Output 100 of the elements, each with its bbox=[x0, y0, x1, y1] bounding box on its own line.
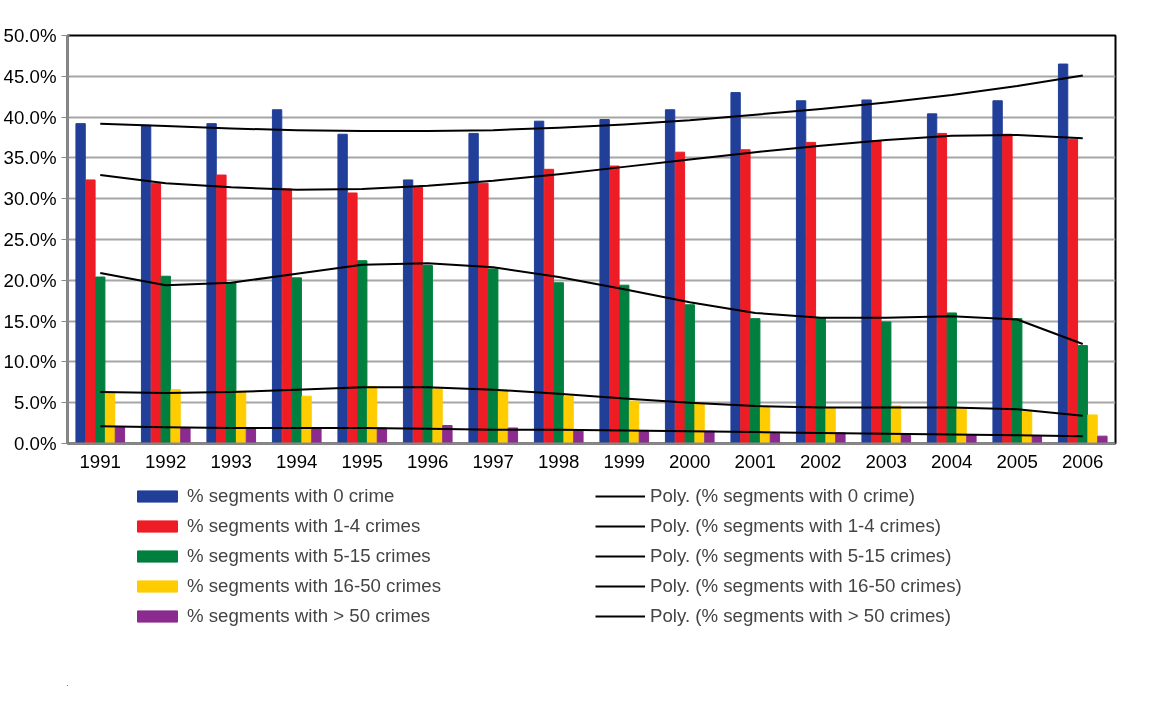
bar bbox=[740, 149, 751, 444]
y-tick-label: 15.0% bbox=[3, 310, 57, 332]
bar bbox=[926, 113, 938, 444]
x-tick-label: 1999 bbox=[603, 450, 646, 472]
x-tick-label: 1997 bbox=[472, 450, 515, 472]
bar bbox=[291, 277, 302, 444]
bar bbox=[815, 317, 826, 444]
bar bbox=[936, 132, 948, 444]
bar bbox=[1057, 63, 1069, 444]
bar bbox=[599, 119, 610, 444]
x-tick-label: 1996 bbox=[407, 450, 449, 472]
x-tick-label: 1991 bbox=[79, 450, 122, 472]
line-series bbox=[99, 386, 1084, 417]
bar bbox=[170, 389, 181, 444]
y-tick-label: 45.0% bbox=[3, 65, 57, 87]
bar bbox=[664, 109, 676, 444]
y-tick-label: 30.0% bbox=[3, 188, 57, 210]
bar bbox=[759, 407, 771, 444]
bar bbox=[357, 260, 368, 444]
bar bbox=[871, 140, 882, 444]
bar bbox=[301, 395, 312, 444]
legend-label: Poly. (% segments with 1-4 crimes) bbox=[650, 515, 942, 537]
bar bbox=[553, 282, 564, 444]
bar bbox=[104, 391, 116, 444]
x-tick-label: 2003 bbox=[865, 450, 908, 472]
legend-label: % segments with 5-15 crimes bbox=[187, 545, 432, 567]
bar bbox=[337, 133, 348, 444]
bar bbox=[533, 120, 545, 444]
bar bbox=[402, 179, 414, 444]
x-tick-label: 2000 bbox=[669, 450, 711, 472]
bar bbox=[140, 124, 152, 444]
bar bbox=[795, 100, 807, 444]
bar bbox=[805, 141, 817, 444]
bar bbox=[946, 312, 957, 444]
bar bbox=[750, 318, 761, 444]
y-tick-label: 40.0% bbox=[3, 106, 57, 128]
bar bbox=[563, 395, 574, 444]
bar bbox=[180, 427, 191, 444]
legend-label: % segments with 16-50 crimes bbox=[187, 575, 443, 597]
y-tick-label: 35.0% bbox=[3, 147, 57, 169]
bar bbox=[881, 321, 892, 444]
bar bbox=[1097, 435, 1108, 444]
legend-label: % segments with 0 crime bbox=[187, 485, 396, 507]
bar bbox=[619, 284, 630, 444]
bar bbox=[75, 123, 86, 444]
bar bbox=[271, 109, 283, 444]
bar bbox=[992, 100, 1003, 444]
line-series bbox=[99, 262, 1084, 345]
x-tick-label: 2004 bbox=[931, 450, 973, 472]
bar bbox=[216, 174, 227, 444]
bar bbox=[628, 400, 640, 444]
x-tick-label: 2001 bbox=[734, 450, 777, 472]
x-tick-label: 1993 bbox=[210, 450, 253, 472]
bar bbox=[825, 407, 836, 444]
y-tick-label: 10.0% bbox=[3, 351, 57, 373]
x-tick-label: 1998 bbox=[538, 450, 580, 472]
bar bbox=[206, 123, 217, 444]
bar bbox=[1002, 133, 1013, 444]
bar bbox=[609, 165, 620, 444]
bar bbox=[1067, 138, 1079, 444]
bar bbox=[956, 407, 967, 444]
legend-label: Poly. (% segments with 16-50 crimes) bbox=[650, 575, 963, 597]
bar bbox=[347, 192, 358, 444]
legend-label: % segments with 1-4 crimes bbox=[187, 515, 422, 537]
legend-label: % segments with > 50 crimes bbox=[187, 605, 432, 627]
bar bbox=[861, 99, 872, 444]
bar bbox=[226, 282, 237, 444]
y-tick-label: 50.0% bbox=[3, 25, 57, 46]
y-tick-label: 5.0% bbox=[13, 392, 57, 414]
bar bbox=[160, 275, 171, 444]
bar bbox=[432, 388, 443, 444]
line-series bbox=[99, 425, 1084, 438]
bar bbox=[478, 182, 489, 444]
x-tick-label: 1994 bbox=[276, 450, 318, 472]
bar bbox=[468, 132, 479, 444]
x-tick-label: 2002 bbox=[800, 450, 842, 472]
x-tick-label: 1995 bbox=[341, 450, 384, 472]
line-series bbox=[99, 74, 1084, 132]
bar bbox=[422, 265, 433, 444]
bar bbox=[1087, 414, 1098, 444]
bar bbox=[730, 92, 741, 444]
legend-label: Poly. (% segments with 5-15 crimes) bbox=[650, 545, 953, 567]
bar bbox=[488, 268, 499, 444]
bar bbox=[1077, 345, 1088, 444]
legend-label: Poly. (% segments with 0 crime) bbox=[650, 485, 917, 507]
x-tick-label: 2006 bbox=[1062, 450, 1104, 472]
bar bbox=[684, 304, 695, 444]
legend-label: Poly. (% segments with > 50 crimes) bbox=[650, 605, 952, 627]
bar bbox=[769, 433, 781, 444]
x-tick-label: 1992 bbox=[145, 450, 187, 472]
bar bbox=[95, 276, 106, 444]
y-tick-label: 25.0% bbox=[3, 229, 57, 250]
bar bbox=[311, 427, 322, 444]
line-series bbox=[99, 134, 1084, 191]
bar bbox=[694, 403, 705, 444]
y-tick-label: 20.0% bbox=[3, 269, 57, 291]
x-tick-label: 2005 bbox=[996, 450, 1039, 472]
y-tick-label: 0.0% bbox=[13, 433, 57, 454]
bar bbox=[1012, 318, 1023, 444]
bar bbox=[85, 179, 96, 444]
